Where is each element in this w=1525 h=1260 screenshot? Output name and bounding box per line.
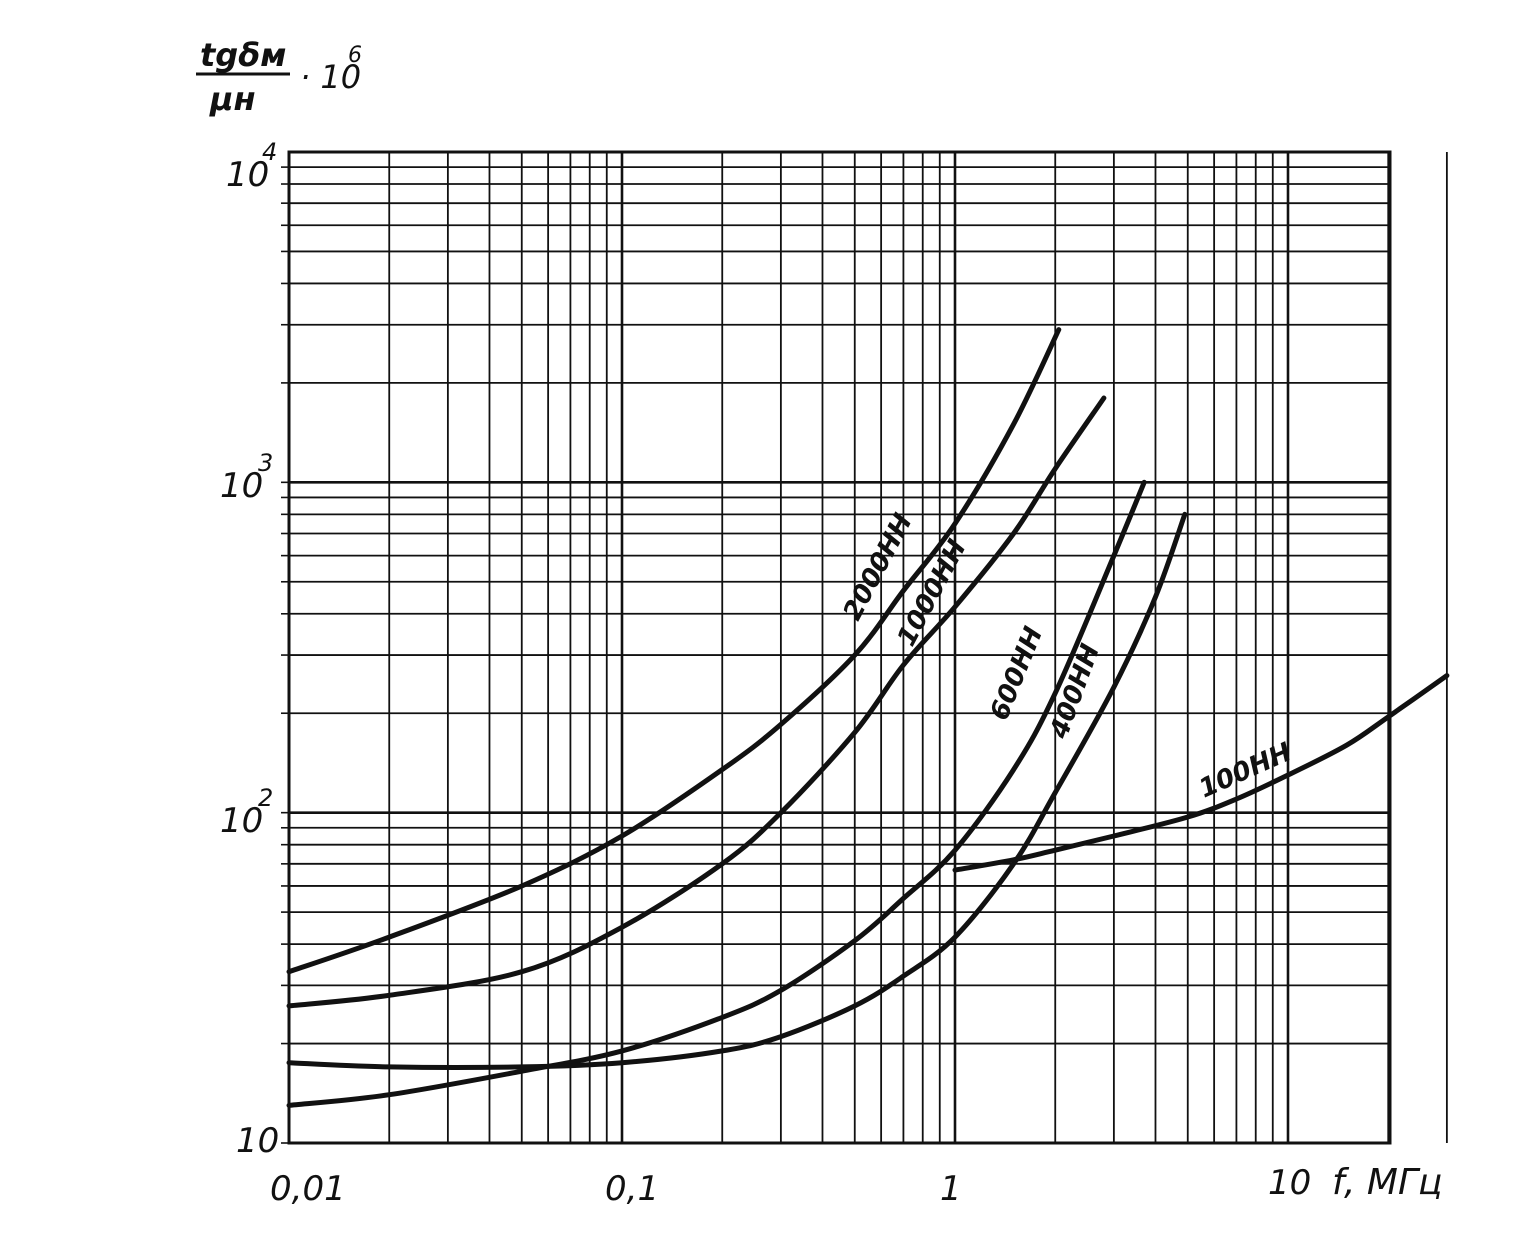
y-tick-label: 10 [220,801,263,841]
y-axis-label: tgδм μн · 10 6 [196,36,362,118]
x-tick-label: 10 [1268,1163,1311,1203]
y-axis-label-numerator: tgδм [200,36,286,74]
series-group [286,327,1450,1108]
y-tick-labels: 10 10 2 10 3 10 4 [220,138,279,1161]
x-tick-label: 0,01 [270,1169,346,1209]
y-tick-label: 10 [220,466,263,506]
curve-label-600nn: 600НН [985,622,1050,724]
curve-labels: 2000НН 1000НН 600НН 400НН 100НН [838,509,1297,805]
y-axis-label-multiplier: · 10 [300,58,361,96]
y-tick-label: 10 [226,155,269,195]
plot-frame [287,150,1392,1145]
series-line-5 [952,673,1450,873]
x-tick-label: 0,1 [605,1169,659,1209]
y-axis-label-denominator: μн [209,80,256,118]
series-line-3 [286,479,1147,1108]
x-tick-labels: 0,01 0,1 1 10 [270,1163,1311,1209]
y-tick-label-exponent: 2 [258,784,273,812]
x-axis-label: f, МГц [1332,1162,1443,1203]
grid [281,150,1448,1145]
x-tick-label: 1 [940,1169,962,1209]
y-tick-label-exponent: 4 [262,138,277,166]
series-line-2 [286,395,1107,1009]
y-tick-label-exponent: 3 [258,449,273,477]
series-line-1 [286,327,1062,975]
series-line-4 [286,511,1188,1070]
y-axis-label-exponent: 6 [348,43,362,68]
y-tick-label: 10 [236,1121,279,1161]
